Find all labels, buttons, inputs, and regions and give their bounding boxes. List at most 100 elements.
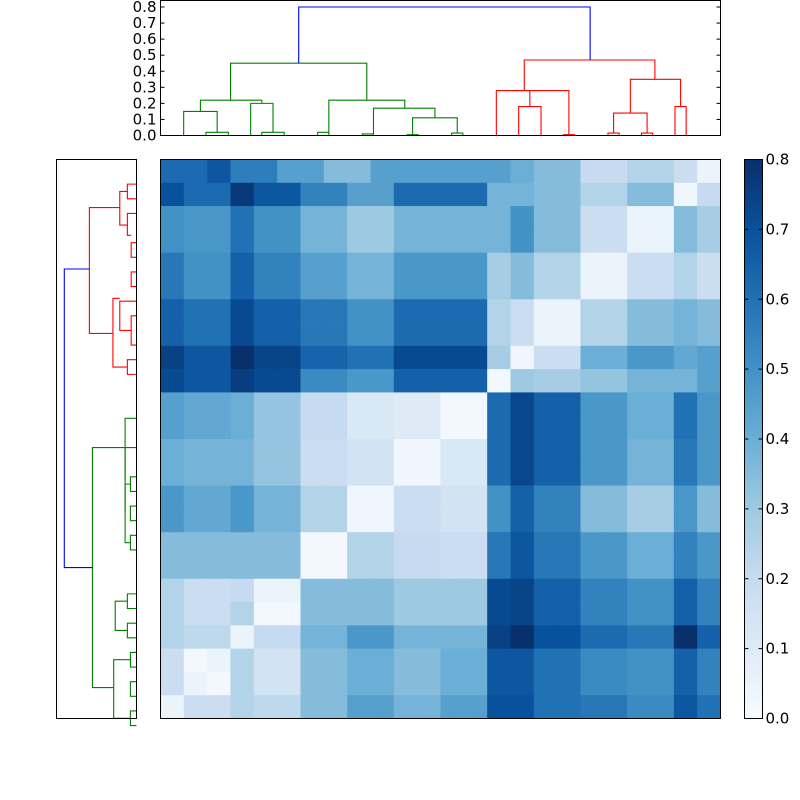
- heatmap-cell: [673, 671, 698, 696]
- heatmap-cell: [510, 602, 535, 626]
- heatmap-cell: [697, 578, 721, 603]
- heatmap-cell: [557, 275, 581, 300]
- colorbar-tick-label: 0.1: [766, 640, 790, 658]
- heatmap-cell: [510, 485, 535, 510]
- heatmap-cell: [183, 369, 208, 393]
- heatmap-cell: [650, 322, 675, 347]
- heatmap-cell: [370, 415, 395, 440]
- heatmap-cell: [277, 555, 301, 580]
- heatmap-cell: [160, 252, 185, 277]
- heatmap-cell: [697, 625, 721, 649]
- heatmap-cell: [580, 532, 605, 556]
- heatmap-cell: [300, 648, 325, 673]
- heatmap-cell: [393, 648, 418, 673]
- heatmap-cell: [533, 345, 558, 370]
- heatmap-cell: [347, 182, 371, 207]
- heatmap-cell: [393, 555, 418, 580]
- heatmap-cell: [183, 229, 208, 254]
- heatmap-cell: [510, 555, 535, 580]
- heatmap-cell: [207, 671, 231, 696]
- heatmap-cell: [673, 182, 698, 207]
- heatmap-cell: [603, 369, 628, 393]
- heatmap-cell: [627, 555, 651, 580]
- heatmap-cell: [673, 602, 698, 626]
- heatmap-cell: [697, 485, 721, 510]
- heatmap-cell: [300, 671, 325, 696]
- heatmap-cell: [207, 439, 231, 463]
- heatmap-cell: [650, 625, 675, 649]
- heatmap-cell: [603, 206, 628, 230]
- heatmap-cell: [673, 485, 698, 510]
- heatmap-cell: [347, 159, 371, 184]
- heatmap-cell: [673, 439, 698, 463]
- heatmap-cell: [300, 159, 325, 184]
- heatmap-cell: [533, 369, 558, 393]
- heatmap-cell: [230, 602, 255, 626]
- top-dendrogram-tick-label: 0.2: [133, 94, 157, 112]
- heatmap-cell: [183, 182, 208, 207]
- heatmap-cell: [230, 439, 255, 463]
- heatmap-cell: [277, 671, 301, 696]
- heatmap-cell: [487, 252, 511, 277]
- left-dendrogram-link: [126, 212, 137, 236]
- heatmap-cell: [487, 578, 511, 603]
- heatmap-cell: [557, 671, 581, 696]
- heatmap-cell: [370, 602, 395, 626]
- heatmap-cell: [580, 485, 605, 510]
- heatmap-cell: [393, 345, 418, 370]
- heatmap-cell: [347, 275, 371, 300]
- heatmap-cell: [440, 345, 465, 370]
- heatmap-cell: [627, 648, 651, 673]
- heatmap-cell: [393, 299, 418, 323]
- heatmap-cell: [300, 555, 325, 580]
- heatmap-cell: [440, 182, 465, 207]
- heatmap-cell: [370, 252, 395, 277]
- heatmap-cell: [230, 159, 255, 184]
- heatmap-cell: [673, 369, 698, 393]
- heatmap-cell: [487, 695, 511, 719]
- heatmap-cell: [183, 555, 208, 580]
- heatmap-cell: [487, 299, 511, 323]
- heatmap-cell: [160, 578, 185, 603]
- heatmap-cell: [253, 206, 278, 230]
- heatmap-cell: [207, 299, 231, 323]
- heatmap-cell: [347, 508, 371, 533]
- top-dendrogram-tick-label: 0.3: [133, 78, 157, 96]
- top-dendrogram-link: [199, 99, 263, 112]
- heatmap-cell: [627, 206, 651, 230]
- top-dendrogram-link: [298, 6, 591, 64]
- top-dendrogram-link: [372, 107, 436, 134]
- heatmap-cell: [183, 602, 208, 626]
- heatmap-cell: [533, 508, 558, 533]
- heatmap-cell: [557, 299, 581, 323]
- heatmap-cell: [440, 299, 465, 323]
- heatmap-cell: [697, 322, 721, 347]
- heatmap-cell: [650, 252, 675, 277]
- heatmap-cell: [603, 275, 628, 300]
- heatmap-cell: [277, 625, 301, 649]
- heatmap-cell: [207, 508, 231, 533]
- heatmap-cell: [580, 369, 605, 393]
- top-dendrogram-link: [629, 78, 682, 114]
- heatmap-cell: [370, 485, 395, 510]
- heatmap-cell: [673, 322, 698, 347]
- heatmap-cell: [160, 648, 185, 673]
- heatmap-cell: [230, 275, 255, 300]
- heatmap-cell: [673, 206, 698, 230]
- heatmap-cell: [650, 415, 675, 440]
- heatmap-cell: [323, 252, 348, 277]
- heatmap-cell: [207, 695, 231, 719]
- heatmap-cell: [510, 578, 535, 603]
- heatmap-cell: [580, 275, 605, 300]
- heatmap-cell: [417, 648, 441, 673]
- heatmap-cell: [697, 439, 721, 463]
- heatmap-cell: [183, 578, 208, 603]
- heatmap-cell: [463, 485, 488, 510]
- heatmap-cell: [510, 462, 535, 486]
- heatmap-cell: [603, 462, 628, 486]
- heatmap-cell: [697, 229, 721, 254]
- heatmap-cell: [160, 671, 185, 696]
- heatmap-cell: [650, 462, 675, 486]
- heatmap-cell: [183, 415, 208, 440]
- colorbar: 0.0 0.1 0.2 0.3 0.4 0.5 0.6 0.7 0.8: [744, 151, 790, 728]
